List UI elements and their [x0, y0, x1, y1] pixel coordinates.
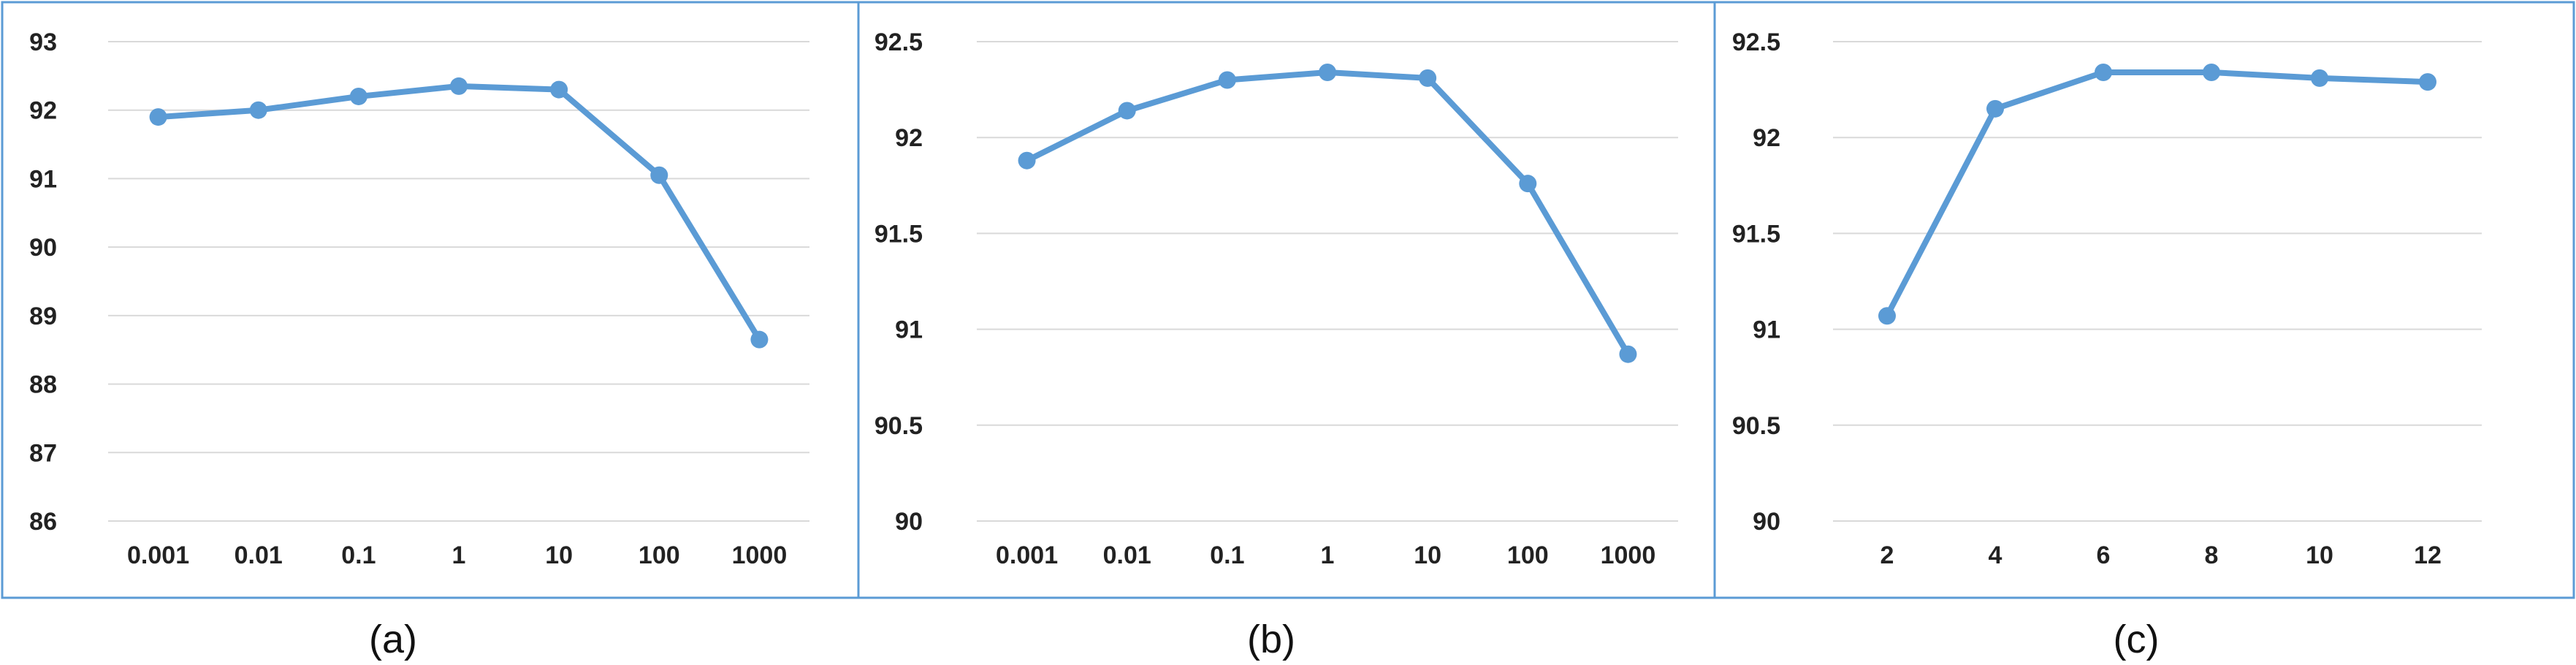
data-point: [1319, 63, 1336, 81]
data-point: [249, 101, 267, 119]
x-tick-label: 0.01: [235, 542, 283, 569]
x-tick-label: 8: [2205, 542, 2219, 569]
y-tick-label: 92: [1753, 124, 1780, 152]
x-tick-label: 6: [2097, 542, 2111, 569]
x-tick-label: 1000: [1601, 542, 1656, 569]
y-tick-label: 86: [29, 508, 57, 536]
y-tick-label: 90.5: [1732, 412, 1780, 440]
x-tick-label: 4: [1989, 542, 2003, 569]
gridlines: [1833, 41, 2482, 522]
x-tick-label: 12: [2414, 542, 2442, 569]
x-tick-label: 1000: [732, 542, 788, 569]
data-point: [450, 77, 468, 95]
data-point: [149, 108, 167, 126]
data-point: [2095, 63, 2112, 81]
data-point: [1519, 175, 1537, 193]
panel-caption: (b): [1247, 618, 1295, 661]
y-tick-label: 92.5: [874, 28, 923, 56]
y-tick-label: 92: [29, 97, 57, 125]
x-tick-label: 0.1: [341, 542, 376, 569]
x-tick-label: 1: [452, 542, 466, 569]
data-point: [2203, 63, 2220, 81]
data-point: [1878, 307, 1896, 325]
data-point: [550, 80, 568, 99]
y-tick-label: 90.5: [874, 412, 923, 440]
series-line: [1024, 69, 1631, 357]
y-tick-label: 90: [1753, 508, 1780, 536]
x-tick-label: 0.01: [1103, 542, 1151, 569]
series-line: [155, 83, 763, 343]
data-point: [349, 87, 367, 105]
chart-panel-c: 90 90.5 91 91.5 92 92.5 2 4 6 8 10 12 (c): [1713, 1, 2575, 661]
chart-panel-b: 90 90.5 91 91.5 92 92.5 0.001 0.01 0.1 1 10 100 1000…: [857, 1, 1716, 661]
y-tick-label: 91.5: [874, 220, 923, 248]
data-point: [1018, 151, 1036, 170]
gridlines: [108, 41, 809, 522]
data-point: [1218, 71, 1236, 89]
x-tick-label: 1: [1321, 542, 1335, 569]
data-point: [1419, 69, 1437, 87]
panel-caption: (c): [2114, 618, 2160, 661]
data-point: [650, 166, 668, 184]
y-tick-label: 88: [29, 371, 57, 399]
chart-panel-a: 86 87 88 89 90 91 92 93 0.001 0.01 0.1 1 10 100 1000 (a…: [1, 1, 860, 661]
data-point: [2419, 73, 2436, 91]
gridlines: [977, 41, 1678, 522]
x-tick-label: 0.001: [996, 542, 1058, 569]
x-tick-label: 10: [545, 542, 573, 569]
y-tick-label: 89: [29, 303, 57, 330]
y-tick-label: 91: [1753, 316, 1780, 344]
panel-frame: [1713, 1, 2575, 599]
data-point: [1986, 99, 2004, 118]
y-tick-label: 90: [29, 234, 57, 262]
y-tick-label: 90: [895, 508, 923, 536]
panel-caption: (a): [369, 618, 417, 661]
data-point: [1619, 345, 1637, 363]
y-tick-label: 93: [29, 28, 57, 56]
y-tick-label: 91.5: [1732, 220, 1780, 248]
data-point: [750, 330, 769, 349]
panel-frame: [857, 1, 1716, 599]
y-tick-label: 91: [29, 165, 57, 193]
data-point: [1118, 102, 1136, 120]
x-tick-label: 2: [1880, 542, 1894, 569]
data-point: [2311, 69, 2328, 87]
y-tick-label: 91: [895, 316, 923, 344]
x-tick-label: 100: [639, 542, 680, 569]
series-line: [1884, 69, 2431, 319]
y-tick-label: 92.5: [1732, 28, 1780, 56]
x-tick-label: 0.1: [1210, 542, 1244, 569]
x-tick-label: 0.001: [127, 542, 189, 569]
y-tick-label: 92: [895, 124, 923, 152]
y-tick-label: 87: [29, 439, 57, 467]
x-tick-label: 10: [1414, 542, 1441, 569]
x-tick-label: 100: [1507, 542, 1549, 569]
x-tick-label: 10: [2306, 542, 2333, 569]
